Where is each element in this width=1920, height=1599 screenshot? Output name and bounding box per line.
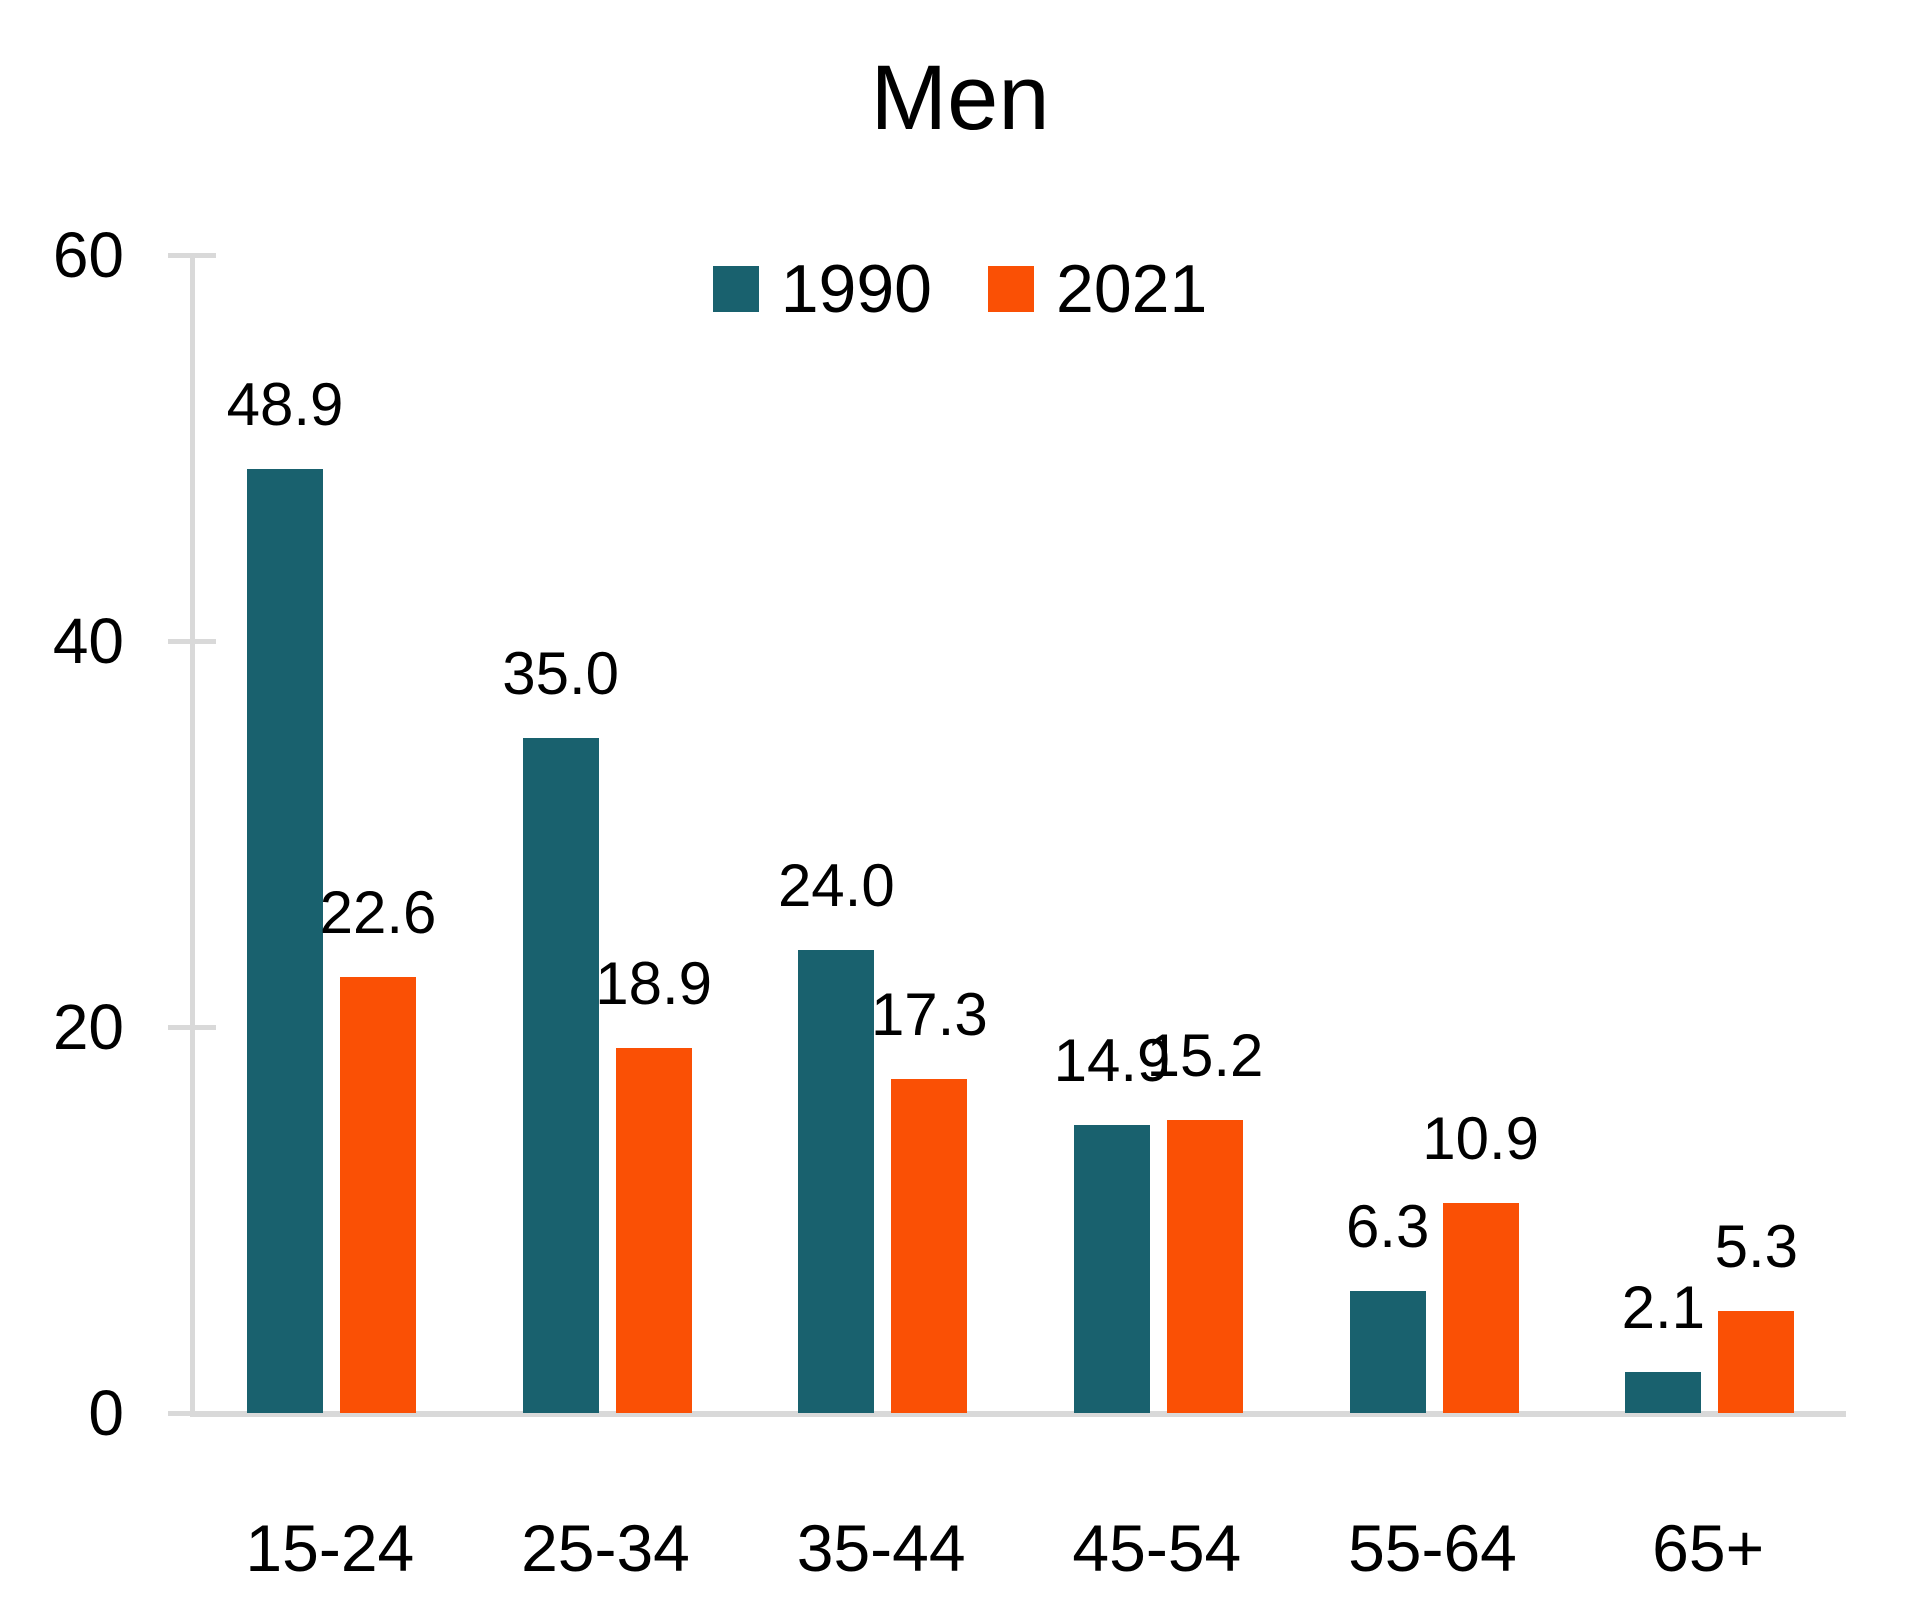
- x-category-label-25-34: 25-34: [521, 1511, 690, 1585]
- y-tick-20: [168, 1025, 216, 1030]
- x-category-label-35-44: 35-44: [796, 1511, 966, 1585]
- bar-label-1990-45-54: 14.9: [1053, 1027, 1171, 1095]
- bar-label-1990-35-44: 24.0: [777, 851, 895, 919]
- bar-label-1990-15-24: 48.9: [226, 371, 344, 439]
- bar-2021-25-34: [615, 1048, 692, 1413]
- bar-1990-25-34: [522, 737, 599, 1413]
- legend-label-2021: 2021: [1056, 251, 1208, 327]
- bar-label-2021-25-34: 18.9: [595, 950, 713, 1018]
- bar-2021-15-24: [340, 976, 416, 1413]
- bar-1990-35-44: [798, 949, 875, 1413]
- bar-label-1990-65+: 2.1: [1621, 1274, 1706, 1342]
- y-tick-label-60: 60: [52, 219, 124, 291]
- bar-label-2021-15-24: 22.6: [319, 878, 437, 946]
- x-axis-line: [190, 1411, 1846, 1417]
- legend-swatch-2021: [988, 266, 1034, 312]
- legend-item-1990: 1990: [712, 251, 932, 327]
- x-category-label-65+: 65+: [1652, 1511, 1765, 1585]
- y-tick-40: [168, 639, 216, 644]
- bar-1990-15-24: [247, 469, 323, 1413]
- bar-2021-45-54: [1167, 1119, 1243, 1413]
- x-category-label-45-54: 45-54: [1072, 1511, 1242, 1585]
- chart-title: Men: [870, 47, 1050, 149]
- bar-2021-35-44: [891, 1079, 968, 1413]
- y-tick-60: [168, 253, 216, 258]
- bar-label-1990-25-34: 35.0: [502, 639, 620, 707]
- legend-item-2021: 2021: [988, 255, 1207, 323]
- bar-2021-55-64: [1442, 1202, 1519, 1413]
- bar-label-2021-55-64: 10.9: [1422, 1104, 1540, 1172]
- bar-label-2021-35-44: 17.3: [870, 981, 988, 1049]
- legend: 1990 2021: [0, 251, 1920, 327]
- x-category-label-55-64: 55-64: [1348, 1511, 1517, 1585]
- bar-label-2021-65+: 5.3: [1714, 1212, 1799, 1280]
- bar-1990-65+: [1625, 1372, 1702, 1413]
- bar-1990-45-54: [1074, 1125, 1150, 1413]
- y-tick-label-20: 20: [52, 991, 124, 1063]
- y-tick-label-0: 0: [88, 1377, 124, 1449]
- bar-label-1990-55-64: 6.3: [1345, 1193, 1430, 1261]
- legend-swatch-1990: [712, 266, 759, 312]
- bar-2021-65+: [1718, 1310, 1795, 1413]
- y-tick-label-40: 40: [52, 605, 124, 677]
- bar-label-2021-45-54: 15.2: [1146, 1021, 1264, 1089]
- bar-1990-55-64: [1349, 1291, 1426, 1413]
- x-category-label-15-24: 15-24: [245, 1511, 415, 1585]
- legend-label-1990: 1990: [780, 251, 932, 327]
- y-axis-line: [190, 255, 195, 1413]
